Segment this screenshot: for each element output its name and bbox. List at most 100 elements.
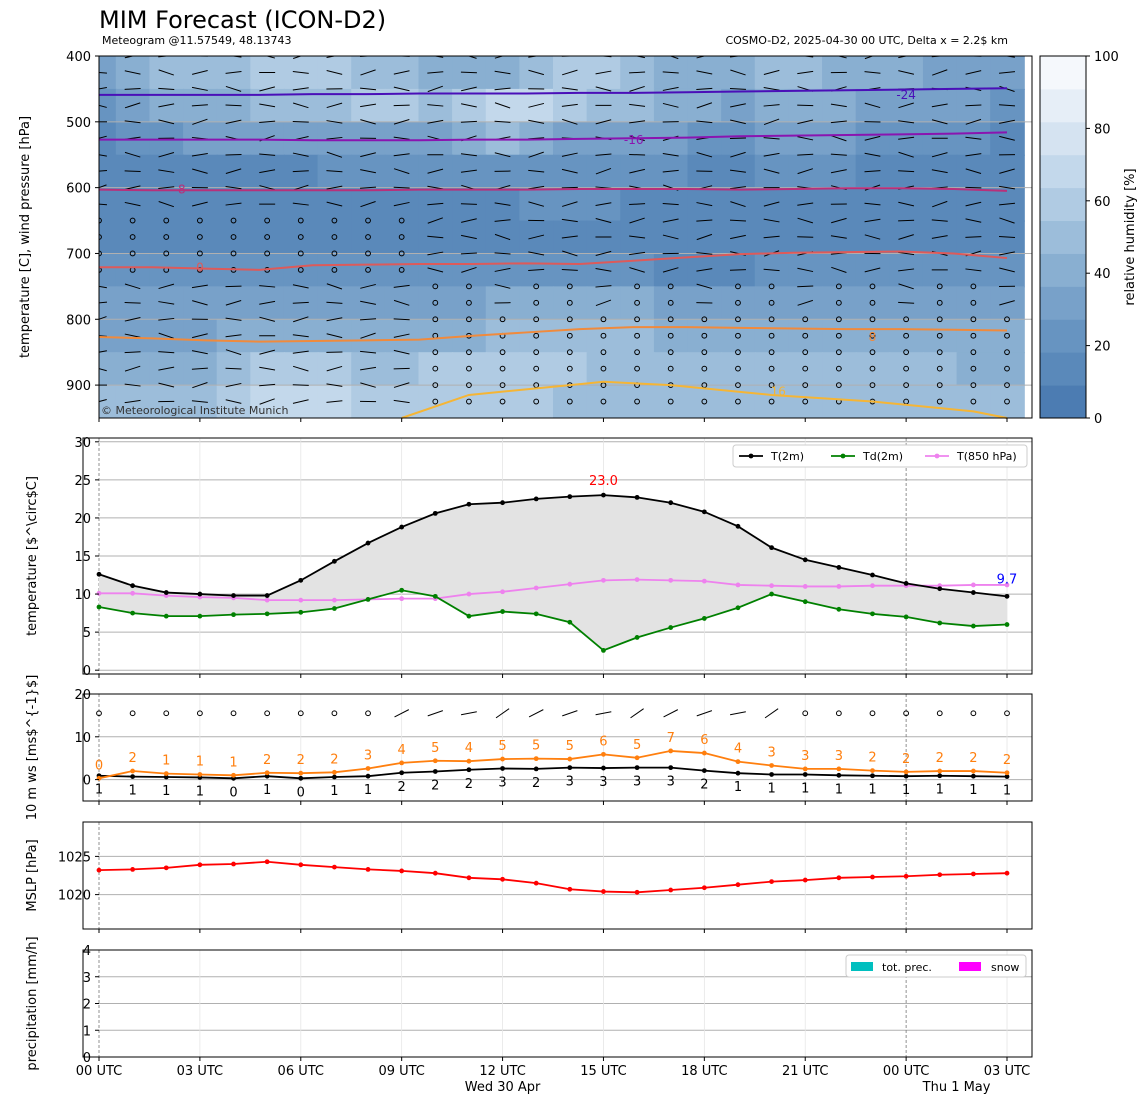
wind-barb bbox=[427, 168, 444, 174]
t2m-point bbox=[533, 496, 539, 502]
wind-speed-label: 4 bbox=[465, 741, 473, 756]
wind-gust-label: 1 bbox=[868, 783, 876, 798]
calm-wind-marker bbox=[768, 332, 775, 339]
wind-barb bbox=[562, 118, 578, 125]
wind-barb bbox=[494, 283, 511, 289]
wind-barb bbox=[561, 268, 578, 271]
wind-barb bbox=[99, 135, 107, 139]
wind-barb bbox=[494, 87, 511, 91]
humidity-cell bbox=[788, 56, 824, 90]
humidity-cell bbox=[653, 352, 689, 387]
wind-barb bbox=[797, 153, 814, 156]
wind-barb bbox=[292, 365, 309, 372]
humidity-cell bbox=[956, 220, 992, 255]
calm-wind-marker bbox=[768, 365, 775, 372]
calm-wind-marker bbox=[1004, 365, 1010, 372]
humidity-cell bbox=[956, 88, 992, 123]
calm-wind-marker bbox=[365, 217, 371, 224]
wind-speed-point bbox=[1004, 770, 1010, 776]
t850-point bbox=[701, 578, 707, 584]
wind-barb bbox=[99, 87, 107, 90]
x-tick-label: 06 UTC bbox=[278, 1064, 324, 1079]
wind-speed-point bbox=[298, 770, 304, 776]
wind-barb bbox=[259, 120, 276, 124]
wind-barb bbox=[460, 169, 477, 173]
calm-wind-marker bbox=[1004, 332, 1010, 339]
wind-barb bbox=[393, 153, 410, 157]
calm-wind-marker bbox=[802, 398, 809, 405]
wind-barb bbox=[629, 217, 645, 224]
calm-wind-marker bbox=[768, 382, 775, 388]
wind-barb bbox=[158, 332, 174, 339]
t850-line bbox=[99, 578, 1008, 602]
wind-barb bbox=[124, 351, 141, 354]
chart-subtitle-model: COSMO-D2, 2025-04-30 00 UTC, Delta x = 2… bbox=[725, 34, 1008, 47]
calm-wind-marker bbox=[735, 299, 741, 306]
y-tick-label: 500 bbox=[66, 116, 91, 131]
legend-label: tot. prec. bbox=[882, 961, 932, 974]
humidity-cell bbox=[183, 56, 218, 90]
y-tick-label: 700 bbox=[66, 247, 91, 262]
mslp-point bbox=[500, 876, 505, 882]
wind-barb bbox=[629, 235, 646, 239]
calm-wind-marker bbox=[667, 365, 674, 372]
calm-wind-marker bbox=[735, 398, 741, 405]
humidity-cell bbox=[653, 385, 689, 418]
humidity-cell bbox=[553, 88, 588, 123]
wind-gust-point bbox=[130, 774, 136, 780]
humidity-cell bbox=[721, 220, 756, 255]
wind-barb bbox=[393, 136, 410, 140]
td2m-point bbox=[365, 596, 371, 602]
calm-wind-marker bbox=[869, 349, 876, 356]
wind-barb bbox=[864, 71, 881, 74]
calm-wind-marker bbox=[735, 382, 741, 388]
humidity-cell bbox=[721, 121, 756, 156]
wind-barb bbox=[393, 382, 410, 388]
wind-barb bbox=[898, 234, 914, 240]
calm-wind-marker bbox=[936, 398, 943, 405]
wind-gust-label: 3 bbox=[498, 775, 506, 790]
wind-barb bbox=[595, 86, 612, 92]
wind-gust-point bbox=[601, 765, 606, 771]
wind-gust-label: 1 bbox=[969, 783, 977, 798]
calm-wind-marker bbox=[869, 299, 876, 306]
t850-point bbox=[96, 590, 102, 596]
humidity-cell bbox=[384, 352, 420, 387]
td2m-point bbox=[601, 648, 606, 653]
wind-barb bbox=[730, 119, 746, 125]
calm-wind-marker bbox=[768, 398, 775, 405]
wind-gust-label: 1 bbox=[902, 783, 910, 798]
isotherm-label: -24 bbox=[896, 88, 916, 102]
humidity-cell bbox=[250, 286, 285, 321]
colorbar-tick-label: 100 bbox=[1094, 50, 1119, 65]
wind-barb bbox=[225, 85, 242, 92]
calm-wind-marker bbox=[768, 349, 775, 356]
wind-barb bbox=[326, 185, 343, 190]
wind-barb bbox=[763, 168, 780, 174]
wind-barb bbox=[730, 711, 746, 716]
td2m-point bbox=[970, 623, 976, 629]
wind-barb bbox=[561, 235, 578, 239]
wind-barb bbox=[763, 218, 780, 223]
calm-wind-marker bbox=[970, 332, 977, 339]
wind-barb bbox=[729, 269, 746, 271]
humidity-cell bbox=[855, 286, 891, 321]
calm-wind-marker bbox=[432, 349, 439, 356]
wind-barb bbox=[427, 85, 443, 93]
wind-gust-label: 1 bbox=[263, 783, 271, 798]
wind-barb bbox=[225, 202, 242, 206]
wind-barb bbox=[595, 119, 612, 125]
humidity-cell bbox=[317, 352, 353, 387]
wind-gust-point bbox=[1004, 774, 1010, 780]
t850-point bbox=[567, 581, 573, 587]
y-tick-label: 5 bbox=[83, 626, 91, 641]
humidity-cell bbox=[99, 220, 117, 255]
wind-barb bbox=[864, 56, 875, 60]
mslp-point bbox=[399, 868, 405, 874]
humidity-cell bbox=[216, 56, 252, 90]
calm-wind-marker bbox=[936, 349, 943, 356]
y-tick-label: 400 bbox=[66, 50, 91, 65]
wind-speed-point bbox=[432, 758, 438, 764]
wind-barb bbox=[292, 384, 309, 386]
wind-gust-label: 2 bbox=[431, 778, 439, 793]
